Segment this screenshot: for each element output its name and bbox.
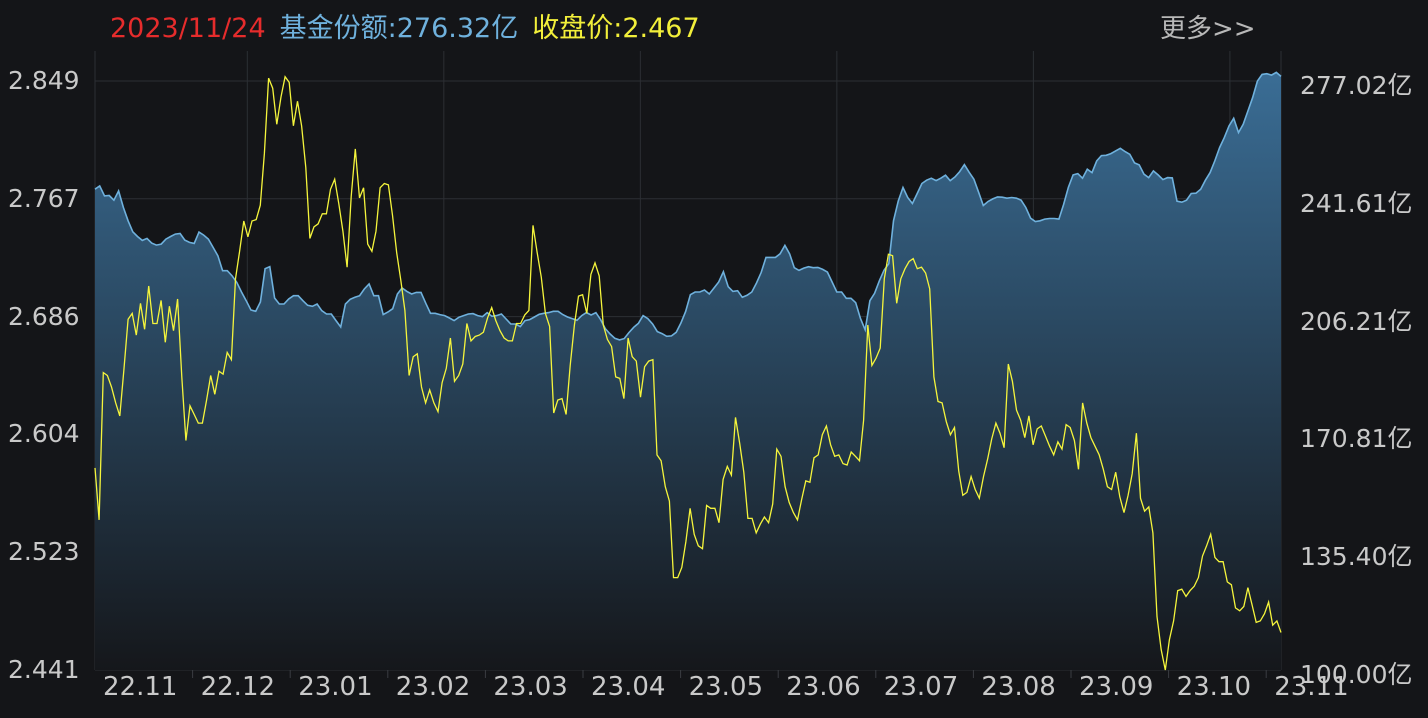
x-tick-label: 23.05 <box>688 672 764 702</box>
fund-share-label: 基金份额:276.32亿 <box>280 13 519 44</box>
fund-share-label-text: 基金份额: <box>279 13 397 44</box>
y-left-tick-label: 2.441 <box>8 655 80 684</box>
y-right-tick-label: 277.02亿 <box>1300 71 1413 100</box>
y-left-tick-label: 2.604 <box>8 419 80 449</box>
x-tick-label: 23.01 <box>298 672 373 702</box>
more-link[interactable]: 更多>> <box>1160 14 1256 44</box>
close-price-label-text: 收盘价: <box>532 13 623 44</box>
x-tick-label: 23.11 <box>1274 672 1349 702</box>
fund-share-line <box>94 71 1282 341</box>
x-tick-label: 23.03 <box>493 672 568 702</box>
fund-share-area <box>95 72 1281 670</box>
y-right-tick-label: 135.40亿 <box>1300 542 1413 572</box>
x-tick-label: 22.11 <box>103 672 178 702</box>
x-tick-label: 23.06 <box>786 672 861 702</box>
close-price-label: 收盘价:2.467 <box>532 13 699 44</box>
y-right-tick-label: 241.61亿 <box>1300 188 1413 218</box>
y-right-tick-label: 206.21亿 <box>1300 306 1413 336</box>
x-tick-label: 23.07 <box>883 672 959 702</box>
x-tick-label: 23.09 <box>1079 672 1154 702</box>
close-price-line <box>94 75 1282 671</box>
x-tick-label: 23.10 <box>1176 672 1252 702</box>
fund-share-value: 276.32亿 <box>396 13 519 44</box>
x-tick-label: 23.04 <box>591 672 666 702</box>
y-right-tick-label: 170.81亿 <box>1300 424 1413 454</box>
header-date: 2023/11/24 <box>110 13 266 44</box>
y-left-tick-label: 2.767 <box>8 183 80 213</box>
close-price-value: 2.467 <box>622 13 700 44</box>
x-tick-label: 22.12 <box>200 672 276 702</box>
y-left-tick-label: 2.849 <box>8 66 80 95</box>
y-right-tick-label: 100.00亿 <box>1300 660 1413 689</box>
y-left-tick-label: 2.686 <box>8 301 80 331</box>
x-tick-label: 23.02 <box>395 672 471 702</box>
y-left-tick-label: 2.523 <box>8 537 80 567</box>
x-tick-label: 23.08 <box>981 672 1056 702</box>
